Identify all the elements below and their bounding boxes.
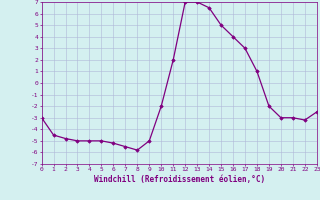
X-axis label: Windchill (Refroidissement éolien,°C): Windchill (Refroidissement éolien,°C) bbox=[94, 175, 265, 184]
